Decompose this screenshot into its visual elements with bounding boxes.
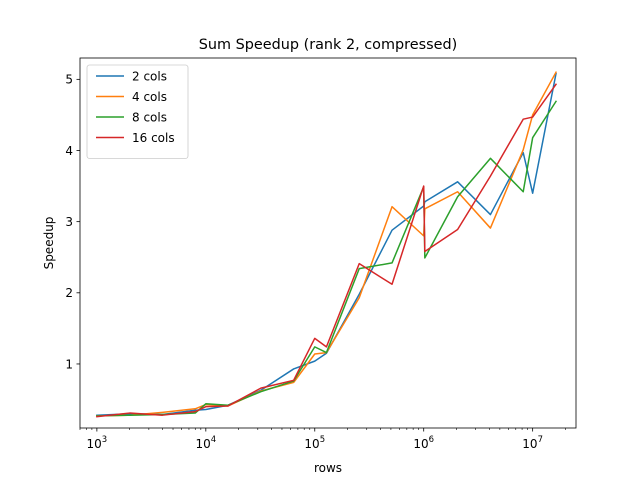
y-tick-label: 1 bbox=[65, 357, 73, 371]
chart-title: Sum Speedup (rank 2, compressed) bbox=[199, 37, 457, 53]
y-tick-label: 5 bbox=[65, 73, 73, 87]
series-layer bbox=[96, 71, 558, 418]
plot-frame bbox=[79, 57, 577, 429]
series-line-3 bbox=[96, 100, 558, 417]
x-tick-label: 107 bbox=[522, 435, 543, 451]
legend-label-4: 16 cols bbox=[132, 131, 175, 145]
x-axis-ticks: 103 104 105 106 107 bbox=[79, 428, 566, 451]
x-tick-label: 104 bbox=[195, 435, 216, 451]
y-tick-label: 3 bbox=[65, 215, 73, 229]
legend-box bbox=[86, 64, 189, 159]
legend: 2 cols 4 cols 8 cols 16 cols bbox=[86, 64, 189, 159]
legend-label-2: 4 cols bbox=[132, 90, 167, 104]
y-axis-ticks: 1 2 3 4 5 bbox=[65, 73, 80, 371]
x-axis-label: rows bbox=[314, 461, 342, 475]
series-line-4 bbox=[96, 83, 558, 418]
y-axis-label: Speedup bbox=[42, 217, 56, 270]
legend-label-3: 8 cols bbox=[132, 110, 167, 124]
y-tick-label: 2 bbox=[65, 286, 73, 300]
x-tick-label: 103 bbox=[87, 435, 108, 451]
x-tick-label: 105 bbox=[304, 435, 325, 451]
y-tick-label: 4 bbox=[65, 144, 73, 158]
x-tick-label: 106 bbox=[413, 435, 434, 451]
legend-label-1: 2 cols bbox=[132, 69, 167, 83]
